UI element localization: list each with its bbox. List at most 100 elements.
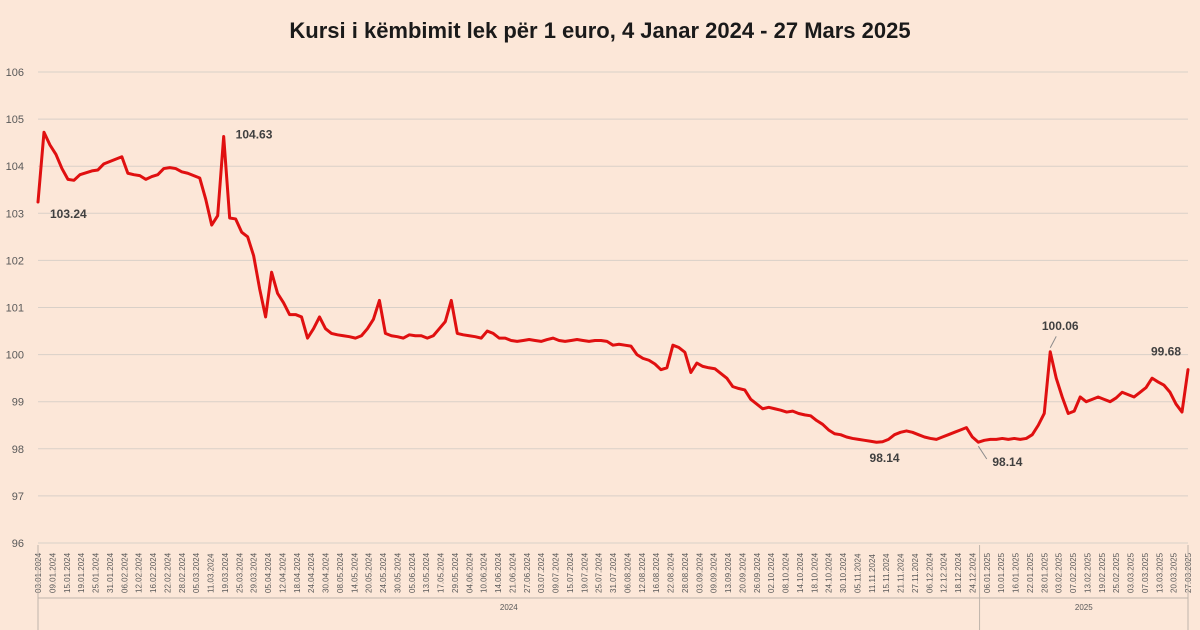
x-tick-label: 12.04.2024 bbox=[278, 552, 287, 593]
y-tick-label: 103 bbox=[6, 208, 24, 220]
x-tick-label: 11.03.2024 bbox=[207, 553, 216, 593]
x-tick-label: 20.05.2024 bbox=[365, 552, 374, 593]
x-tick-label: 26.09.2024 bbox=[753, 552, 762, 593]
x-tick-label: 25.01.2024 bbox=[92, 552, 101, 593]
y-tick-label: 104 bbox=[6, 161, 24, 173]
data-label: 99.68 bbox=[1151, 345, 1181, 359]
x-tick-label: 12.12.2024 bbox=[940, 552, 949, 593]
x-tick-label: 24.12.2024 bbox=[968, 552, 977, 593]
x-tick-label: 05.04.2024 bbox=[264, 552, 273, 593]
x-tick-label: 22.08.2024 bbox=[667, 552, 676, 593]
x-tick-label: 16.08.2024 bbox=[652, 552, 661, 593]
x-tick-label: 06.12.2024 bbox=[925, 552, 934, 593]
x-tick-label: 12.08.2024 bbox=[638, 552, 647, 593]
x-tick-label: 13.02.2025 bbox=[1083, 552, 1092, 593]
x-tick-label: 19.01.2024 bbox=[77, 552, 86, 593]
x-tick-label: 08.10.2024 bbox=[782, 552, 791, 593]
x-tick-label: 28.02.2024 bbox=[178, 552, 187, 593]
x-tick-label: 31.07.2024 bbox=[609, 552, 618, 593]
x-tick-label: 03.09.2024 bbox=[695, 552, 704, 593]
x-tick-label: 25.03.2024 bbox=[235, 552, 244, 593]
data-label-leader bbox=[977, 445, 988, 460]
x-tick-label: 27.11.2024 bbox=[911, 553, 920, 593]
y-axis-ticks: 96 97 98 99 100 101 102 103 104 105 106 bbox=[6, 67, 24, 550]
x-tick-label: 09.07.2024 bbox=[552, 552, 561, 593]
y-tick-label: 99 bbox=[12, 397, 24, 409]
x-tick-label: 19.03.2024 bbox=[221, 552, 230, 593]
x-tick-label: 09.09.2024 bbox=[710, 552, 719, 593]
y-tick-label: 106 bbox=[6, 67, 24, 79]
x-tick-label: 13.03.2025 bbox=[1155, 552, 1164, 593]
chart-title: Kursi i këmbimit lek për 1 euro, 4 Janar… bbox=[289, 18, 911, 43]
x-tick-label: 06.02.2024 bbox=[120, 552, 129, 593]
x-tick-label: 15.07.2024 bbox=[566, 552, 575, 593]
x-tick-label: 03.02.2025 bbox=[1055, 552, 1064, 593]
y-tick-label: 102 bbox=[6, 255, 24, 267]
x-tick-label: 18.10.2024 bbox=[810, 552, 819, 593]
x-tick-label: 14.05.2024 bbox=[350, 552, 359, 593]
x-tick-label: 21.06.2024 bbox=[508, 552, 517, 593]
x-tick-label: 20.09.2024 bbox=[738, 552, 747, 593]
data-label: 98.14 bbox=[992, 455, 1022, 469]
x-tick-label: 07.03.2025 bbox=[1141, 552, 1150, 593]
data-label: 100.06 bbox=[1042, 319, 1079, 333]
x-tick-label: 06.08.2024 bbox=[623, 552, 632, 593]
x-tick-label: 13.09.2024 bbox=[724, 552, 733, 593]
year-axis: 2024 2025 bbox=[37, 545, 1189, 630]
x-tick-label: 27.06.2024 bbox=[523, 552, 532, 593]
x-tick-label: 15.11.2024 bbox=[882, 553, 891, 593]
x-tick-label: 31.01.2024 bbox=[106, 552, 115, 593]
gridlines bbox=[38, 71, 1188, 544]
x-tick-label: 05.03.2024 bbox=[192, 552, 201, 593]
x-tick-label: 14.06.2024 bbox=[494, 552, 503, 593]
x-tick-label: 03.07.2024 bbox=[537, 552, 546, 593]
x-tick-label: 21.11.2024 bbox=[897, 553, 906, 593]
x-tick-label: 19.07.2024 bbox=[580, 552, 589, 593]
data-label-leader bbox=[1049, 336, 1057, 349]
data-label: 103.24 bbox=[50, 207, 87, 221]
x-tick-label: 20.03.2025 bbox=[1170, 552, 1179, 593]
x-tick-label: 02.10.2024 bbox=[767, 552, 776, 593]
x-tick-label: 30.04.2024 bbox=[322, 552, 331, 593]
x-tick-label: 28.01.2025 bbox=[1040, 552, 1049, 593]
year-label: 2025 bbox=[1075, 603, 1093, 612]
x-tick-label: 13.05.2024 bbox=[422, 552, 431, 593]
x-tick-label: 18.12.2024 bbox=[954, 552, 963, 593]
data-label: 98.14 bbox=[870, 451, 900, 465]
x-tick-label: 15.01.2024 bbox=[63, 552, 72, 593]
y-tick-label: 97 bbox=[12, 491, 24, 503]
year-label: 2024 bbox=[500, 603, 518, 612]
x-tick-label: 24.05.2024 bbox=[379, 552, 388, 593]
series-line-layer bbox=[36, 130, 1190, 444]
x-tick-label: 08.05.2024 bbox=[336, 552, 345, 593]
x-tick-label: 03.03.2025 bbox=[1127, 552, 1136, 593]
x-tick-label: 25.02.2025 bbox=[1112, 552, 1121, 593]
x-tick-label: 10.06.2024 bbox=[480, 552, 489, 593]
x-tick-label: 05.06.2024 bbox=[408, 552, 417, 593]
x-tick-label: 19.02.2025 bbox=[1098, 552, 1107, 593]
y-tick-label: 101 bbox=[6, 303, 24, 315]
x-tick-label: 28.08.2024 bbox=[681, 552, 690, 593]
x-tick-label: 24.10.2024 bbox=[825, 552, 834, 593]
x-tick-label: 16.02.2024 bbox=[149, 552, 158, 593]
exchange-rate-line bbox=[36, 130, 1190, 444]
y-tick-label: 96 bbox=[12, 538, 24, 550]
data-label: 104.63 bbox=[236, 128, 273, 142]
x-tick-label: 17.05.2024 bbox=[437, 552, 446, 593]
y-tick-label: 98 bbox=[12, 444, 24, 456]
x-tick-label: 29.03.2024 bbox=[250, 552, 259, 593]
x-tick-label: 10.01.2025 bbox=[997, 552, 1006, 593]
y-tick-label: 105 bbox=[6, 114, 24, 126]
x-tick-label: 14.10.2024 bbox=[796, 552, 805, 593]
x-tick-label: 25.07.2024 bbox=[595, 552, 604, 593]
x-tick-label: 30.05.2024 bbox=[393, 552, 402, 593]
x-tick-label: 04.06.2024 bbox=[465, 552, 474, 593]
x-tick-label: 22.01.2025 bbox=[1026, 552, 1035, 593]
x-tick-label: 07.02.2025 bbox=[1069, 552, 1078, 593]
x-tick-label: 24.04.2024 bbox=[307, 552, 316, 593]
x-tick-label: 16.01.2025 bbox=[1012, 552, 1021, 593]
x-tick-label: 30.10.2024 bbox=[839, 552, 848, 593]
x-tick-label: 05.11.2024 bbox=[853, 553, 862, 593]
x-tick-label: 22.02.2024 bbox=[163, 552, 172, 593]
